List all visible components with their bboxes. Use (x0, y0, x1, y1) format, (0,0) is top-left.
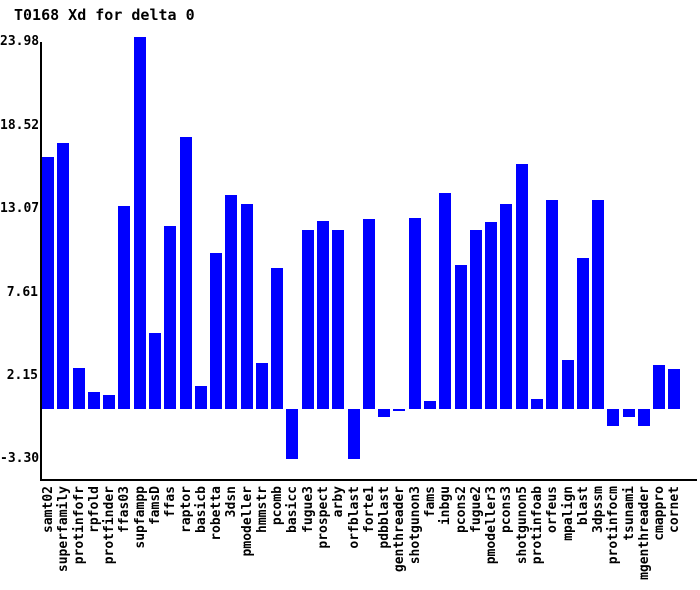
bar-superfamily (57, 143, 69, 409)
x-tick-label-inbgu: inbgu (438, 486, 453, 526)
bar-fugue2 (470, 230, 482, 409)
bar-pcons3 (500, 204, 512, 409)
x-tick-label-tsunami: tsunami (622, 486, 637, 541)
x-tick-label-hmmstr: hmmstr (255, 486, 270, 533)
y-tick-label: 2.15 (6, 368, 38, 384)
y-tick-label: 18.52 (0, 117, 40, 133)
y-tick-label: -3.30 (0, 451, 40, 467)
bar-hmmstr (256, 363, 268, 409)
x-tick-label-fugue3: fugue3 (301, 486, 316, 533)
bar-forte1 (363, 219, 375, 409)
x-tick-label-samt02: samt02 (41, 486, 56, 533)
bar-famsD (149, 333, 161, 409)
x-tick-label-fams: fams (423, 486, 438, 518)
bar-shotgunon3 (409, 218, 421, 409)
x-tick-label-prospect: prospect (316, 486, 331, 549)
x-tick-label-shotgunon5: shotgunon5 (515, 486, 530, 565)
x-tick-label-protinfoab: protinfoab (530, 486, 545, 565)
bar-ffas03 (118, 206, 130, 409)
bar-shotgunon5 (516, 164, 528, 409)
x-tick-label-orfblast: orfblast (347, 486, 362, 549)
bar-3dpssm (592, 200, 604, 409)
bar-fugue3 (302, 230, 314, 409)
bar-pdbblast (378, 409, 390, 417)
y-tick-label: 7.61 (6, 284, 38, 300)
bar-basicc (286, 409, 298, 459)
bar-blast (577, 258, 589, 409)
x-tick-label-raptor: raptor (179, 486, 194, 533)
y-tick-label: 13.07 (0, 201, 40, 217)
x-tick-label-pmodeller3: pmodeller3 (484, 486, 499, 565)
x-tick-label-superfamily: superfamily (56, 486, 71, 573)
x-tick-label-3dsn: 3dsn (224, 486, 239, 518)
x-tick-label-pcomb: pcomb (270, 486, 285, 526)
bar-samt02 (42, 157, 54, 409)
x-tick-label-basicc: basicc (285, 486, 300, 533)
x-tick-label-famsD: famsD (148, 486, 163, 526)
x-tick-label-forte1: forte1 (362, 486, 377, 533)
bar-arby (332, 230, 344, 409)
bar-tsunami (623, 409, 635, 417)
bar-cmappro (653, 365, 665, 409)
chart-title: T0168 Xd for delta 0 (14, 6, 195, 24)
bar-mpalign (562, 360, 574, 409)
x-tick-label-arby: arby (331, 486, 346, 518)
bar-raptor (180, 137, 192, 409)
x-axis (40, 479, 697, 481)
x-tick-label-genthreader: genthreader (392, 486, 407, 573)
bar-pcomb (271, 268, 283, 409)
bar-inbgu (439, 193, 451, 409)
bar-protinfocm (607, 409, 619, 426)
bar-3dsn (225, 195, 237, 409)
bar-rpfold (88, 392, 100, 409)
bar-fams (424, 401, 436, 409)
bar-genthreader (393, 409, 405, 411)
bar-orfeus (546, 200, 558, 409)
bar-orfblast (348, 409, 360, 459)
x-tick-label-robetta: robetta (209, 486, 224, 541)
x-tick-label-3dpssm: 3dpssm (591, 486, 606, 533)
x-tick-label-ffas03: ffas03 (117, 486, 132, 533)
bar-pcons2 (455, 265, 467, 409)
bar-protinfofr (73, 368, 85, 409)
bar-protfinder (103, 395, 115, 409)
bar-mgenthreader (638, 409, 650, 426)
bar-ffas (164, 226, 176, 409)
x-tick-label-rpfold: rpfold (87, 486, 102, 533)
x-tick-label-ffas: ffas (163, 486, 178, 518)
x-tick-label-fugue2: fugue2 (469, 486, 484, 533)
x-tick-label-cmappro: cmappro (652, 486, 667, 541)
bar-protinfoab (531, 399, 543, 409)
bar-supfampp (134, 37, 146, 409)
x-tick-label-pdbblast: pdbblast (377, 486, 392, 549)
bar-pmodeller3 (485, 222, 497, 409)
x-tick-label-mpalign: mpalign (561, 486, 576, 541)
y-axis (40, 42, 42, 481)
bar-robetta (210, 253, 222, 409)
bar-pmodeller (241, 204, 253, 409)
y-tick-label: 23.98 (0, 34, 40, 50)
bar-cornet (668, 369, 680, 409)
x-tick-label-protinfofr: protinfofr (72, 486, 87, 565)
x-tick-label-basicb: basicb (194, 486, 209, 533)
x-tick-label-pcons2: pcons2 (454, 486, 469, 533)
x-tick-label-supfampp: supfampp (133, 486, 148, 549)
x-tick-label-shotgunon3: shotgunon3 (408, 486, 423, 565)
x-tick-label-pmodeller: pmodeller (240, 486, 255, 557)
bar-basicb (195, 386, 207, 409)
x-tick-label-protinfocm: protinfocm (606, 486, 621, 565)
x-tick-label-orfeus: orfeus (545, 486, 560, 533)
x-tick-label-mgenthreader: mgenthreader (637, 486, 652, 580)
x-tick-label-pcons3: pcons3 (499, 486, 514, 533)
x-tick-label-cornet: cornet (667, 486, 682, 533)
bar-prospect (317, 221, 329, 409)
x-tick-label-protfinder: protfinder (102, 486, 117, 565)
x-tick-label-blast: blast (576, 486, 591, 526)
